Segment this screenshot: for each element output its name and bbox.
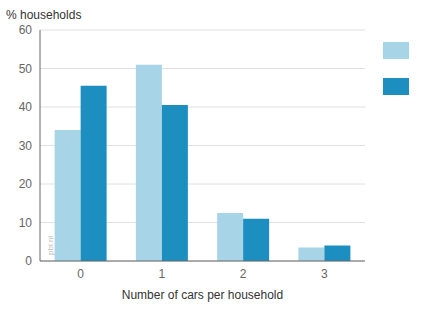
svg-text:10: 10	[19, 216, 33, 230]
svg-text:0: 0	[77, 267, 84, 281]
svg-text:20: 20	[19, 177, 33, 191]
svg-text:50: 50	[19, 62, 33, 76]
svg-text:3: 3	[321, 267, 328, 281]
svg-text:2: 2	[240, 267, 247, 281]
svg-text:40: 40	[19, 100, 33, 114]
svg-text:0: 0	[25, 254, 32, 268]
svg-text:1: 1	[159, 267, 166, 281]
svg-text:Number of cars per household: Number of cars per household	[122, 288, 283, 302]
html-text:pbi.nl: pbi.nl	[46, 235, 55, 255]
svg-text:30: 30	[19, 139, 33, 153]
html-text:% households: % households	[6, 8, 82, 22]
svg-text:60: 60	[19, 23, 33, 37]
